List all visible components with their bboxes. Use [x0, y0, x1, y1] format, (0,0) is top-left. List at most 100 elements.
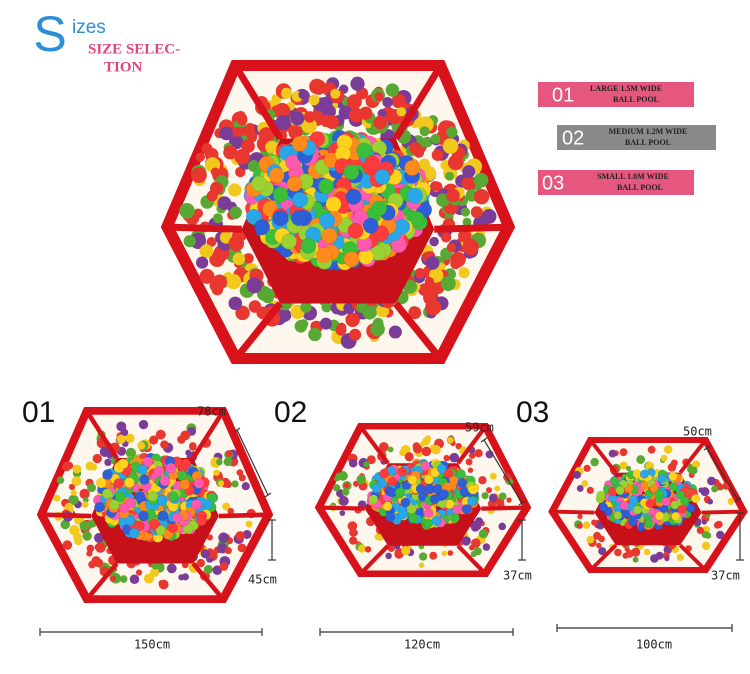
height-label: 37cm [503, 569, 532, 583]
pen-seam [162, 223, 242, 233]
polka-dot [465, 458, 473, 466]
ball [423, 474, 434, 485]
ball [113, 478, 125, 489]
polka-dot [403, 279, 418, 294]
polka-dot [166, 563, 177, 574]
product-number: 03 [516, 396, 549, 429]
ball [95, 477, 107, 489]
polka-dot [308, 94, 320, 106]
polka-dot [443, 454, 450, 462]
ball [102, 469, 113, 480]
polka-dot [68, 483, 76, 491]
ball [142, 456, 154, 468]
polka-dot [210, 167, 220, 177]
ball [128, 527, 140, 539]
header-initial: S [33, 6, 66, 62]
ball [114, 491, 126, 503]
polka-dot [60, 519, 70, 530]
polka-dot [346, 94, 362, 110]
polka-dot [409, 142, 422, 155]
ball [644, 519, 654, 529]
polka-dot [116, 434, 126, 444]
polka-dot [401, 546, 411, 556]
polka-dot [150, 567, 160, 577]
polka-dot [701, 541, 711, 550]
ball [290, 210, 307, 227]
polka-dot [181, 573, 189, 581]
polka-dot [206, 534, 213, 541]
polka-dot [62, 540, 73, 550]
polka-dot [56, 476, 65, 484]
option-number: 01 [552, 84, 574, 106]
ball [364, 155, 381, 172]
polka-dot [663, 445, 673, 454]
option-number: 03 [542, 172, 564, 194]
polka-dot [481, 209, 497, 224]
ball [394, 487, 405, 498]
polka-dot [235, 531, 245, 541]
polka-dot [183, 235, 196, 248]
polka-dot [68, 494, 79, 506]
ball [406, 187, 423, 204]
ball [423, 508, 434, 518]
polka-dot [342, 488, 350, 496]
product-number: 01 [22, 396, 55, 429]
polka-dot [478, 529, 489, 539]
ball [254, 219, 271, 236]
ball [668, 471, 678, 481]
ball [439, 489, 449, 500]
polka-dot [378, 442, 389, 452]
polka-dot [461, 536, 471, 546]
ball [450, 512, 460, 523]
polka-dot [125, 447, 137, 458]
ball [108, 499, 120, 511]
polka-dot [461, 176, 477, 191]
polka-dot [716, 530, 725, 540]
polka-dot [441, 550, 448, 557]
polka-dot [339, 510, 346, 516]
polka-dot [219, 562, 229, 571]
ball [159, 475, 171, 487]
ball [321, 227, 338, 244]
polka-dot [149, 435, 159, 445]
ball [404, 159, 421, 176]
polka-dot [364, 546, 372, 553]
polka-dot [94, 558, 104, 568]
ball [133, 520, 145, 532]
polka-dot [425, 256, 440, 270]
ball [431, 515, 442, 526]
polka-dot [366, 455, 376, 465]
polka-dot [330, 88, 341, 99]
ball [268, 167, 285, 184]
ball [408, 513, 419, 524]
polka-dot [619, 448, 628, 457]
polka-dot [506, 497, 512, 503]
polka-dot [391, 93, 406, 109]
polka-dot [374, 92, 384, 102]
ball [675, 490, 685, 500]
polka-dot [485, 487, 493, 494]
polka-dot [447, 436, 454, 444]
polka-dot [704, 532, 712, 539]
ball [325, 196, 342, 213]
polka-dot [345, 312, 360, 328]
polka-dot [431, 444, 441, 455]
polka-dot [436, 193, 450, 207]
polka-dot [489, 472, 497, 480]
depth-label: 50cm [683, 425, 712, 439]
ball [136, 464, 148, 475]
ball [101, 488, 113, 500]
polka-dot [707, 476, 716, 486]
polka-dot [471, 538, 481, 548]
pen-seam [230, 60, 284, 141]
ball [157, 510, 169, 521]
pen-outline [160, 60, 516, 364]
polka-dot [430, 180, 441, 191]
polka-dot [225, 450, 233, 457]
ball [343, 251, 360, 268]
polka-dot [590, 457, 599, 467]
polka-dot [670, 459, 678, 467]
polka-dot [199, 268, 215, 284]
polka-dot [429, 551, 438, 560]
ball [686, 503, 696, 513]
